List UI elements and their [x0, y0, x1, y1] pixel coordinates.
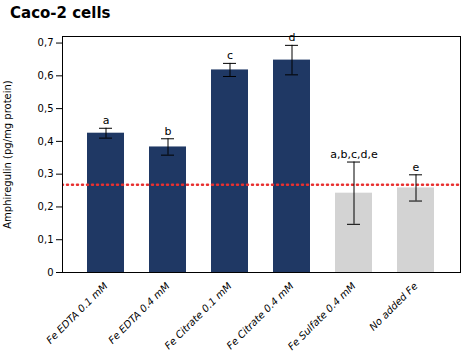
svg-text:0,2: 0,2: [38, 201, 54, 212]
svg-text:Fe Citrate 0.1 mM: Fe Citrate 0.1 mM: [162, 280, 233, 351]
html-text:Caco-2 cells: Caco-2 cells: [10, 4, 111, 22]
svg-text:0,7: 0,7: [38, 37, 54, 48]
svg-text:No added Fe: No added Fe: [367, 280, 419, 332]
svg-text:0,4: 0,4: [38, 136, 54, 147]
svg-text:Fe EDTA 0.4 mM: Fe EDTA 0.4 mM: [106, 280, 172, 346]
svg-text:a,b,c,d,e: a,b,c,d,e: [330, 148, 378, 161]
svg-text:Fe Sulfate 0.4 mM: Fe Sulfate 0.4 mM: [286, 280, 358, 352]
svg-text:0,3: 0,3: [38, 168, 54, 179]
svg-text:0: 0: [47, 267, 53, 278]
svg-text:Fe Citrate 0.4 mM: Fe Citrate 0.4 mM: [224, 280, 295, 351]
svg-text:0,1: 0,1: [38, 234, 54, 245]
svg-text:Fe EDTA 0.1 mM: Fe EDTA 0.1 mM: [44, 280, 110, 346]
svg-text:0,5: 0,5: [38, 103, 54, 114]
svg-text:c: c: [227, 49, 233, 62]
svg-text:0,6: 0,6: [38, 70, 54, 81]
svg-text:e: e: [413, 161, 420, 174]
svg-text:b: b: [165, 125, 172, 138]
svg-text:Amphiregulin (pg/mg protein): Amphiregulin (pg/mg protein): [2, 80, 13, 229]
svg-text:d: d: [289, 31, 296, 44]
svg-text:a: a: [103, 114, 110, 127]
